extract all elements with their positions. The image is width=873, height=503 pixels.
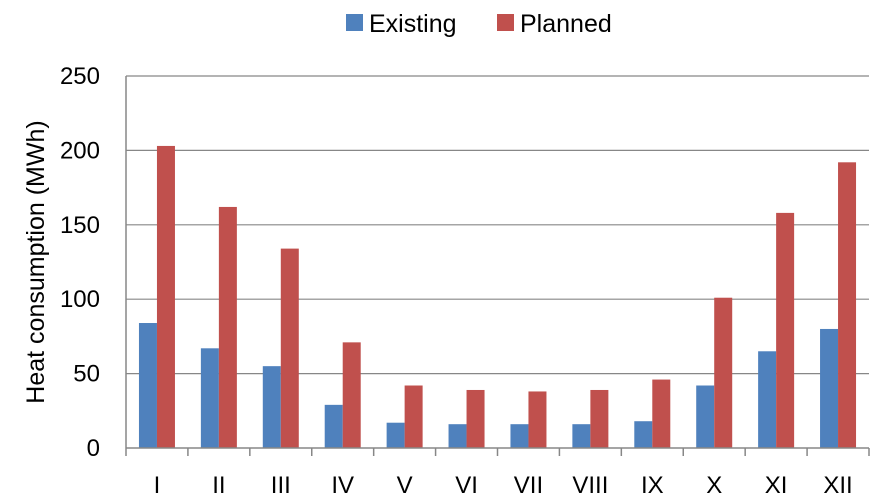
x-tick-labels: I II III IV V VI VII VIII IX X XI XII <box>154 472 853 499</box>
bar-planned-V <box>404 385 423 448</box>
bar-planned-VII <box>528 391 547 448</box>
bar-existing-IV <box>324 404 343 448</box>
legend-swatch-existing <box>346 14 363 31</box>
x-tick-label: VI <box>455 472 478 499</box>
legend-label-existing: Existing <box>369 10 457 38</box>
bars <box>138 145 857 448</box>
x-tick-label: VIII <box>572 472 608 499</box>
bar-planned-I <box>156 145 175 448</box>
bar-existing-V <box>386 422 405 448</box>
bar-planned-VI <box>466 389 485 448</box>
bar-existing-X <box>696 385 715 448</box>
bar-existing-I <box>138 323 157 448</box>
bar-planned-III <box>280 248 299 448</box>
x-tick-label: III <box>271 472 291 499</box>
x-tick-label: XI <box>765 472 788 499</box>
bar-existing-II <box>200 348 219 448</box>
x-tick-label: I <box>154 472 161 499</box>
x-tick-label: IV <box>331 472 354 499</box>
bar-planned-XI <box>776 212 795 448</box>
y-tick-label: 150 <box>60 212 100 239</box>
bar-existing-VI <box>448 424 467 448</box>
bar-planned-VIII <box>590 389 609 448</box>
bar-existing-III <box>262 366 281 448</box>
legend-label-planned: Planned <box>520 10 612 38</box>
y-tick-labels: 0 50 100 150 200 250 <box>60 63 100 462</box>
bar-planned-XII <box>838 162 857 448</box>
y-axis-title: Heat consumption (MWh) <box>22 120 50 403</box>
bar-planned-IX <box>652 379 671 448</box>
bar-existing-VIII <box>572 424 591 448</box>
y-tick-label: 0 <box>87 435 100 462</box>
y-tick-label: 50 <box>73 361 100 388</box>
bar-existing-XI <box>758 351 777 448</box>
x-tick-label: IX <box>641 472 664 499</box>
y-tick-label: 200 <box>60 137 100 164</box>
bar-planned-IV <box>342 342 361 448</box>
gridlines <box>126 75 869 375</box>
x-tick-label: XII <box>823 472 852 499</box>
legend-swatch-planned <box>497 14 514 31</box>
y-tick-label: 100 <box>60 286 100 313</box>
bar-planned-X <box>714 297 733 448</box>
x-tick-label: II <box>212 472 225 499</box>
x-tick-label: X <box>706 472 722 499</box>
x-tick-label: V <box>397 472 413 499</box>
axes <box>125 76 870 456</box>
bar-existing-IX <box>634 421 653 448</box>
legend: Existing Planned <box>346 10 612 38</box>
y-tick-label: 250 <box>60 63 100 90</box>
bar-existing-XII <box>820 328 839 448</box>
x-tick-label: VII <box>514 472 543 499</box>
bar-planned-II <box>218 206 237 448</box>
bar-existing-VII <box>510 424 529 448</box>
